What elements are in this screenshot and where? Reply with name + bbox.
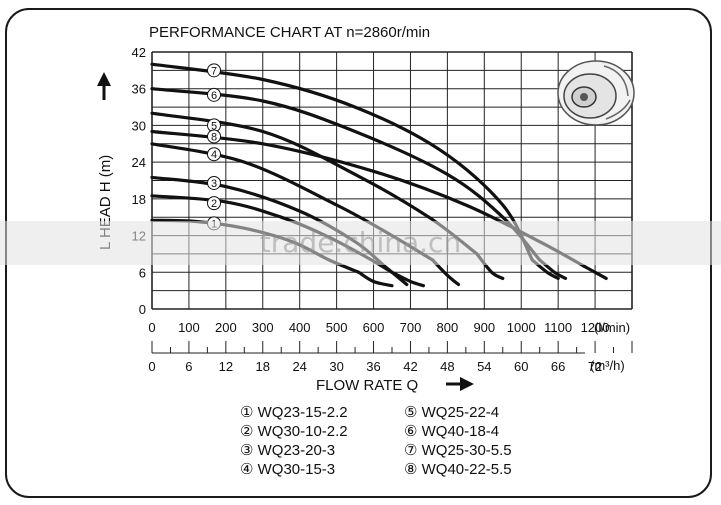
x-tick-label-lmin: 600: [363, 320, 385, 335]
curve-marker-label: 6: [211, 90, 217, 102]
x-tick-label-lmin: 0: [148, 320, 155, 335]
y-tick-label: 18: [132, 192, 146, 207]
x-tick-label-m3h: 72: [588, 359, 602, 374]
x-tick-label-lmin: 800: [437, 320, 459, 335]
y-tick-label: 42: [132, 45, 146, 60]
x-tick-label-lmin: 700: [400, 320, 422, 335]
legend-item: ① WQ23-15-2.2: [240, 404, 348, 421]
x-tick-label-m3h: 42: [403, 359, 417, 374]
x-tick-label-lmin: 100: [178, 320, 200, 335]
x-tick-label-m3h: 30: [329, 359, 343, 374]
curve-marker-circle: [207, 196, 221, 211]
x-tick-label-m3h: 36: [366, 359, 380, 374]
pump-impeller-image: [557, 60, 635, 126]
legend-item: ⑤ WQ25-22-4: [404, 404, 499, 421]
y-tick-label: 24: [132, 155, 146, 170]
legend-item: ⑧ WQ40-22-5.5: [404, 461, 512, 478]
x-tick-label-m3h: 24: [292, 359, 306, 374]
curve-marker-circle: [207, 63, 221, 78]
x-tick-label-m3h: 66: [551, 359, 565, 374]
x-tick-label-m3h: 18: [256, 359, 270, 374]
watermark-band: [0, 221, 721, 265]
curve-marker-circle: [207, 129, 221, 144]
curve-tail-8: [582, 264, 608, 280]
x-tick-label-m3h: 48: [440, 359, 454, 374]
legend-item: ④ WQ30-15-3: [240, 461, 335, 478]
x-tick-label-m3h: 0: [148, 359, 155, 374]
curve-marker-circle: [207, 87, 221, 102]
x-axis-label: FLOW RATE Q: [316, 377, 418, 394]
x-tick-label-lmin: 1200: [581, 320, 610, 335]
curve-marker-label: 4: [211, 149, 217, 161]
secondary-x-axis: [151, 341, 633, 354]
x-tick-label-lmin: 200: [215, 320, 237, 335]
y-tick-label: 6: [139, 265, 146, 280]
curve-marker-label: 2: [211, 198, 217, 210]
x-tick-label-lmin: 300: [252, 320, 274, 335]
x-tick-label-lmin: 400: [289, 320, 311, 335]
curve-marker-label: 5: [211, 120, 217, 132]
y-tick-label: 36: [132, 82, 146, 97]
x-tick-label-lmin: 900: [473, 320, 495, 335]
legend-item: ⑥ WQ40-18-4: [404, 423, 499, 440]
x-tick-label-m3h: 60: [514, 359, 528, 374]
x-tick-labels-m3h: 0 6 12 18 24 30 36 42 48 54 60 66 72: [148, 359, 602, 374]
curve-7: [150, 62, 534, 262]
legend-item: ③ WQ23-20-3: [240, 442, 335, 459]
curve-6: [150, 87, 542, 262]
y-tick-label: 0: [139, 302, 146, 317]
y-tick-label: 30: [132, 118, 146, 133]
x-tick-label-m3h: 54: [477, 359, 491, 374]
x-axis-arrow-icon: [446, 377, 474, 391]
x-tick-label-m3h: 6: [185, 359, 192, 374]
x-tick-labels-lmin: 0 100 200 300 400 500 600 700 800 900 1000 1100 1200: [148, 320, 609, 335]
legend-item: ⑦ WQ25-30-5.5: [404, 442, 512, 459]
x-unit-lmin: (l/min): [594, 320, 630, 335]
curve-marker-circle: [207, 147, 221, 162]
x-tick-label-lmin: 1100: [544, 320, 572, 335]
curve-marker-circle: [207, 175, 221, 190]
curve-marker-label: 3: [211, 178, 217, 190]
curve-marker-label: 7: [211, 65, 217, 77]
legend: ① WQ23-15-2.2 ② WQ30-10-2.2 ③ WQ23-20-3 ④ W…: [240, 404, 512, 478]
legend-item: ② WQ30-10-2.2: [240, 423, 348, 440]
curve-marker-label: 8: [211, 131, 217, 143]
curve-tail-3: [383, 264, 409, 287]
curve-tail-1: [357, 270, 394, 288]
chart-title: PERFORMANCE CHART AT n=2860r/min: [149, 24, 430, 41]
watermark-text: trade.china.cn: [259, 226, 462, 259]
x-tick-label-lmin: 500: [326, 320, 348, 335]
x-unit-m3h: (m³/h): [590, 358, 625, 373]
y-axis-arrow-icon: [97, 72, 111, 100]
x-tick-label-lmin: 1000: [507, 320, 536, 335]
x-tick-label-m3h: 12: [219, 359, 233, 374]
